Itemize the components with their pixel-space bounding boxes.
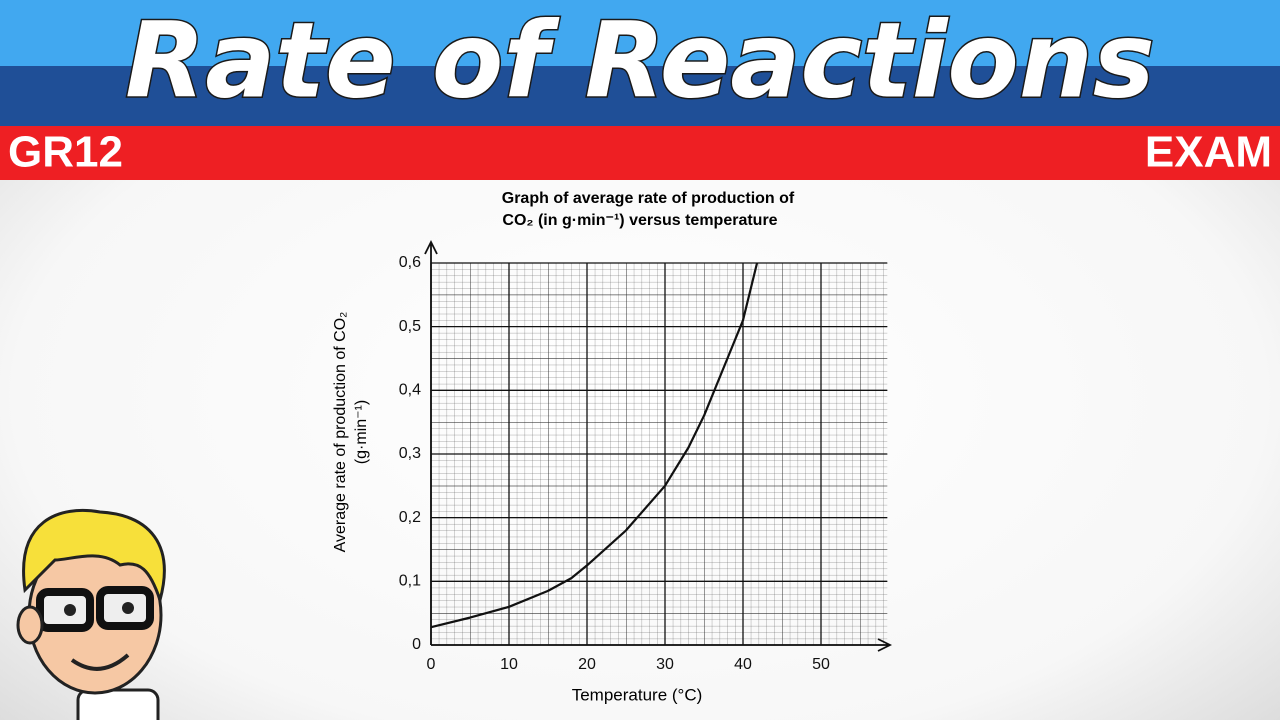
y-tick-label: 0,6 bbox=[399, 254, 421, 271]
y-tick-label: 0 bbox=[412, 636, 421, 653]
grade-tag: GR12 bbox=[8, 128, 123, 177]
y-tick-label: 0,2 bbox=[399, 509, 421, 526]
cartoon bbox=[16, 508, 166, 725]
x-axis-label: Temperature (°C) bbox=[572, 685, 703, 704]
mid-band bbox=[0, 66, 1280, 126]
x-tick-label: 10 bbox=[500, 656, 518, 673]
chart-title: Graph of average rate of production of bbox=[502, 190, 795, 207]
exam-tag: EXAM bbox=[1145, 128, 1272, 177]
x-tick-label: 30 bbox=[656, 656, 674, 673]
x-tick-label: 40 bbox=[734, 656, 752, 673]
curve bbox=[430, 262, 759, 629]
y-tick-label: 0,1 bbox=[399, 573, 421, 590]
chart-title: CO₂ (in g·min⁻¹) versus temperature bbox=[502, 212, 777, 229]
red-band bbox=[0, 126, 1280, 180]
x-tick-label: 20 bbox=[578, 656, 596, 673]
x-tick-label: 50 bbox=[812, 656, 830, 673]
y-tick-label: 0,5 bbox=[399, 318, 421, 335]
top-band bbox=[0, 0, 1280, 66]
y-axis-label: (g·min⁻¹) bbox=[353, 400, 370, 464]
y-axis-label: Average rate of production of CO₂ bbox=[332, 312, 349, 553]
y-tick-label: 0,3 bbox=[399, 445, 421, 462]
x-tick-label: 0 bbox=[427, 656, 436, 673]
banner-title: Rate of Reactions bbox=[125, 0, 1155, 121]
y-tick-label: 0,4 bbox=[399, 382, 421, 399]
